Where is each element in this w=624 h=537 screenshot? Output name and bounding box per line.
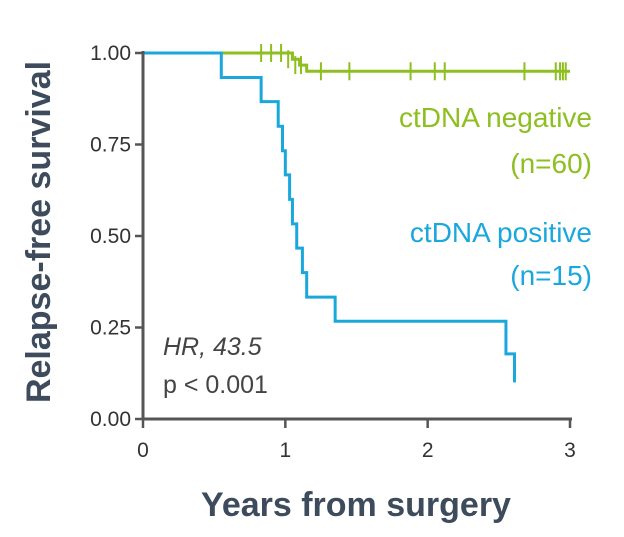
x-tick-label: 0 (137, 439, 149, 462)
y-axis-title: Relapse-free survival (20, 61, 58, 403)
y-axis-ticks: 0.00 0.25 0.50 0.75 1.00 (90, 42, 143, 431)
x-tick-label: 1 (279, 439, 291, 462)
y-tick-label: 0.75 (90, 134, 131, 157)
curve-ctdna-positive (143, 51, 516, 383)
hazard-ratio-annotation: HR, 43.5 (163, 333, 262, 361)
x-axis-title: Years from surgery (201, 486, 511, 524)
curve-ctdna-negative (143, 51, 570, 73)
x-axis-ticks: 0 1 2 3 (137, 419, 576, 462)
legend-positive-n: (n=15) (510, 260, 592, 291)
legend-negative-n: (n=60) (510, 148, 592, 179)
y-tick-label: 0.25 (90, 317, 131, 340)
y-tick-label: 1.00 (90, 42, 131, 65)
legend-positive-label: ctDNA positive (410, 217, 592, 248)
legend-negative-label: ctDNA negative (399, 102, 592, 133)
x-tick-label: 3 (564, 439, 576, 462)
y-tick-label: 0.50 (90, 225, 131, 248)
x-tick-label: 2 (422, 439, 434, 462)
p-value-annotation: p < 0.001 (163, 371, 268, 399)
survival-curves (143, 44, 570, 383)
y-tick-label: 0.00 (90, 408, 131, 431)
